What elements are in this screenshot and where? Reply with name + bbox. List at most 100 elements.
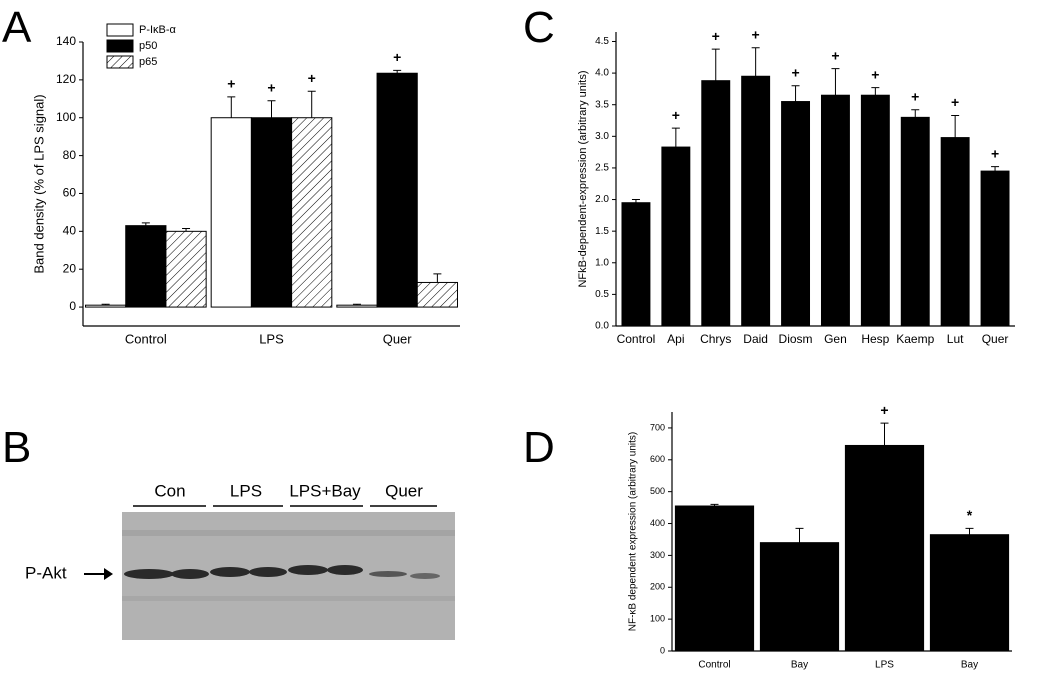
x-tick-label: Chrys <box>700 332 731 346</box>
error-bar <box>795 527 804 543</box>
y-tick-label: 4.5 <box>595 36 609 47</box>
y-tick-label: 0 <box>69 299 76 313</box>
bar <box>416 281 458 308</box>
significance-marker: + <box>672 107 680 123</box>
y-tick-label: 80 <box>63 148 77 162</box>
y-tick-label: 140 <box>56 34 76 48</box>
legend-swatch <box>106 39 134 53</box>
y-tick-label: 600 <box>650 454 665 464</box>
bar <box>980 170 1010 327</box>
error-bar <box>831 68 840 96</box>
x-tick-label: Daid <box>743 332 768 346</box>
bar <box>210 117 252 308</box>
significance-marker: + <box>831 47 839 63</box>
y-tick-label: 0.0 <box>595 321 609 332</box>
x-tick-label: Lut <box>947 332 964 346</box>
y-tick-label: 300 <box>650 550 665 560</box>
x-tick-label: Control <box>698 660 730 671</box>
blot-smear <box>122 530 455 536</box>
error-bar <box>393 69 402 74</box>
y-tick-label: 2.5 <box>595 163 609 174</box>
x-tick-label: LPS <box>259 331 284 346</box>
error-bar <box>182 227 191 232</box>
panel-label: C <box>523 3 555 52</box>
x-tick-label: Bay <box>791 660 808 671</box>
panel-label: A <box>2 3 32 52</box>
bar <box>674 505 755 652</box>
panel-label: B <box>2 423 31 472</box>
y-tick-label: 400 <box>650 518 665 528</box>
x-tick-label: Api <box>667 332 684 346</box>
error-bar <box>631 199 640 203</box>
bar <box>125 225 167 308</box>
blot-panel: Con LPS LPS+Bay Quer P-Akt <box>25 481 455 640</box>
lane-label: Quer <box>385 481 423 500</box>
bar <box>860 94 890 327</box>
error-bar <box>880 422 889 446</box>
arrow-head <box>104 568 113 580</box>
y-tick-label: 3.0 <box>595 131 609 142</box>
x-tick-label: Control <box>617 332 656 346</box>
bar <box>621 202 651 327</box>
error-bar <box>951 114 960 138</box>
bar <box>759 542 840 652</box>
significance-marker: + <box>308 70 316 86</box>
bar <box>661 146 691 327</box>
x-tick-label: Bay <box>961 660 978 671</box>
band-label: P-Akt <box>25 563 67 582</box>
error-bar <box>352 303 361 306</box>
bar <box>929 534 1010 652</box>
legend-label: p50 <box>139 40 157 52</box>
y-tick-label: 100 <box>650 614 665 624</box>
y-tick-label: 100 <box>56 110 76 124</box>
error-bar <box>911 109 920 118</box>
error-bar <box>141 222 150 226</box>
lane-label: Con <box>154 481 185 500</box>
y-tick-label: 20 <box>63 261 77 275</box>
error-bar <box>965 527 974 535</box>
bar <box>336 304 378 308</box>
significance-marker: + <box>791 64 799 80</box>
y-axis-label: NF-κB dependent expression (arbitrary un… <box>628 432 639 632</box>
significance-marker: + <box>880 402 888 418</box>
bar <box>781 101 811 327</box>
blot-bands <box>124 565 440 579</box>
x-tick-label: LPS <box>875 660 894 671</box>
lane-label: LPS+Bay <box>289 481 361 500</box>
y-tick-label: 4.0 <box>595 68 609 79</box>
bar <box>900 116 930 327</box>
y-axis-label: Band density (% of LPS signal) <box>31 94 46 273</box>
significance-marker: + <box>991 145 999 161</box>
error-bar <box>711 48 720 81</box>
legend-swatch <box>106 55 134 69</box>
significance-marker: + <box>227 76 235 92</box>
error-bar <box>991 166 1000 172</box>
y-tick-label: 0 <box>660 645 665 655</box>
y-tick-label: 40 <box>63 224 77 238</box>
error-bar <box>751 47 760 77</box>
y-tick-label: 1.5 <box>595 226 609 237</box>
x-tick-label: Control <box>125 331 167 346</box>
y-tick-label: 60 <box>63 186 77 200</box>
error-bar <box>791 85 800 102</box>
significance-marker: + <box>871 66 879 82</box>
bar <box>741 75 771 327</box>
significance-marker: + <box>712 28 720 44</box>
error-bar <box>227 96 236 118</box>
bar <box>291 117 333 308</box>
significance-marker: + <box>951 94 959 110</box>
y-tick-label: 1.0 <box>595 257 609 268</box>
x-tick-label: Quer <box>982 332 1009 346</box>
y-tick-label: 700 <box>650 422 665 432</box>
y-tick-label: 200 <box>650 582 665 592</box>
bar <box>85 304 127 308</box>
x-tick-label: Diosm <box>779 332 813 346</box>
bar <box>250 117 293 308</box>
x-tick-label: Gen <box>824 332 847 346</box>
significance-marker: * <box>967 507 973 523</box>
y-tick-label: 2.0 <box>595 194 609 205</box>
error-bar <box>101 303 110 306</box>
y-tick-label: 120 <box>56 72 76 86</box>
y-tick-label: 0.5 <box>595 289 609 300</box>
